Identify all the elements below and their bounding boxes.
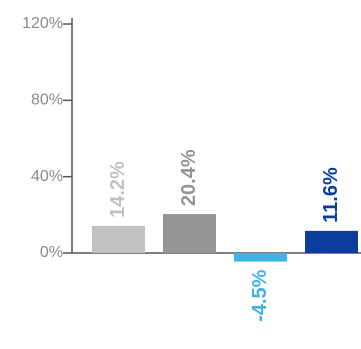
bar	[163, 214, 216, 253]
y-tick-label: 80%	[31, 92, 63, 109]
bar	[92, 225, 145, 253]
value-label: 14.2%	[107, 161, 129, 218]
y-tick-label: 120%	[22, 15, 63, 32]
value-label: 20.4%	[178, 149, 200, 206]
bar	[234, 253, 287, 262]
value-label: -4.5%	[249, 269, 271, 321]
value-label: 11.6%	[320, 167, 342, 223]
bar	[305, 230, 358, 253]
y-tick-label: 0%	[40, 244, 63, 261]
y-tick-label: 40%	[31, 168, 63, 185]
